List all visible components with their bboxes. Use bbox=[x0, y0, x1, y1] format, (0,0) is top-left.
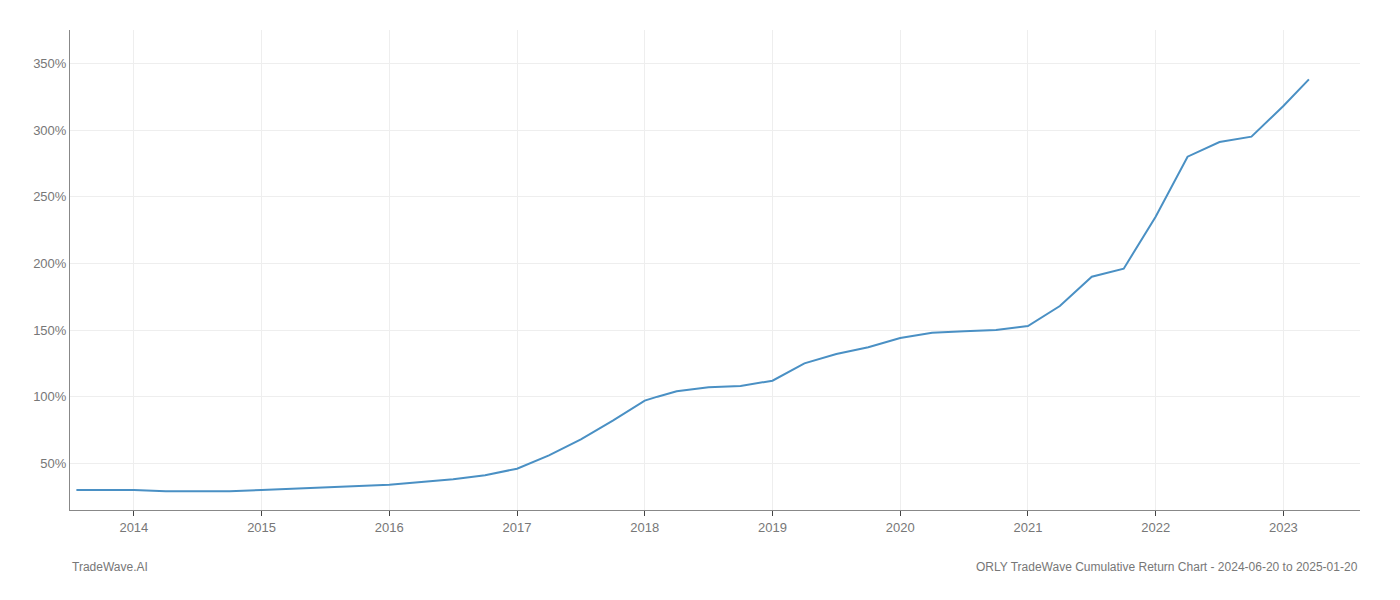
svg-text:TradeWave.AI: TradeWave.AI bbox=[72, 560, 148, 574]
svg-text:2019: 2019 bbox=[758, 520, 787, 535]
svg-text:2018: 2018 bbox=[630, 520, 659, 535]
svg-text:250%: 250% bbox=[33, 189, 67, 204]
svg-text:2020: 2020 bbox=[886, 520, 915, 535]
svg-text:2017: 2017 bbox=[503, 520, 532, 535]
svg-text:50%: 50% bbox=[40, 456, 66, 471]
svg-text:100%: 100% bbox=[33, 389, 67, 404]
svg-text:2016: 2016 bbox=[375, 520, 404, 535]
svg-text:2014: 2014 bbox=[119, 520, 148, 535]
svg-text:2023: 2023 bbox=[1269, 520, 1298, 535]
svg-text:300%: 300% bbox=[33, 123, 67, 138]
svg-text:2021: 2021 bbox=[1013, 520, 1042, 535]
svg-text:2015: 2015 bbox=[247, 520, 276, 535]
svg-text:2022: 2022 bbox=[1141, 520, 1170, 535]
svg-text:ORLY TradeWave Cumulative Retu: ORLY TradeWave Cumulative Return Chart -… bbox=[976, 560, 1358, 574]
svg-text:150%: 150% bbox=[33, 323, 67, 338]
svg-text:350%: 350% bbox=[33, 56, 67, 71]
svg-text:200%: 200% bbox=[33, 256, 67, 271]
